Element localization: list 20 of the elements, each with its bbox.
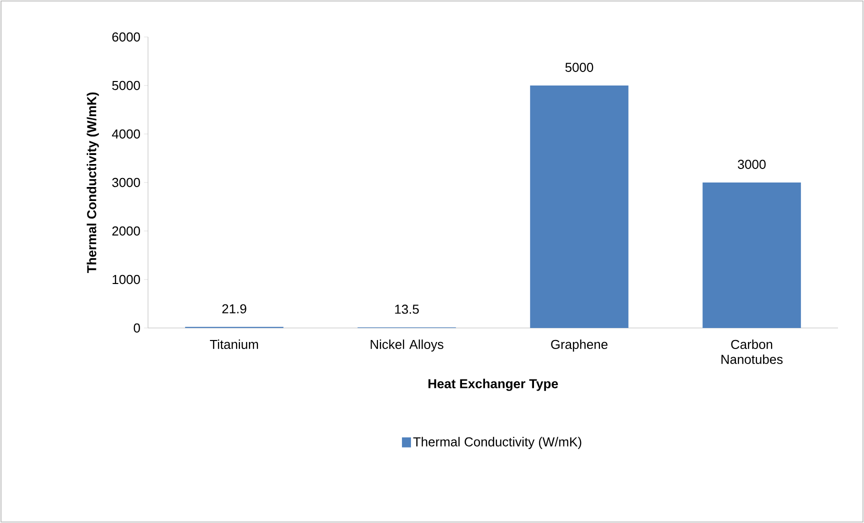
x-axis-title: Heat Exchanger Type [428,378,558,391]
legend-label: Thermal Conductivity (W/mK) [413,436,582,449]
data-label: 3000 [738,160,766,169]
bar [530,85,628,328]
x-tick-label: Graphene [551,340,608,352]
y-tick-label: 1000 [112,274,140,284]
y-tick-label: 0 [134,323,140,333]
y-tick-label: 3000 [112,178,140,188]
data-label: 5000 [565,62,594,72]
data-label: 13.5 [395,304,419,314]
x-tick-label: Titanium [210,340,258,350]
x-tick-label: Nickel Alloys [370,340,444,352]
bar [702,182,801,328]
y-tick-label: 5000 [112,80,140,90]
y-tick-label: 6000 [112,32,140,42]
y-axis-title: Thermal Conductivity (W/mK) [86,92,99,274]
y-tick-label: 2000 [112,226,140,236]
data-label: 21.9 [222,304,246,314]
x-tick-label: Carbon Nanotubes [721,340,783,364]
y-tick-label: 4000 [112,129,140,139]
